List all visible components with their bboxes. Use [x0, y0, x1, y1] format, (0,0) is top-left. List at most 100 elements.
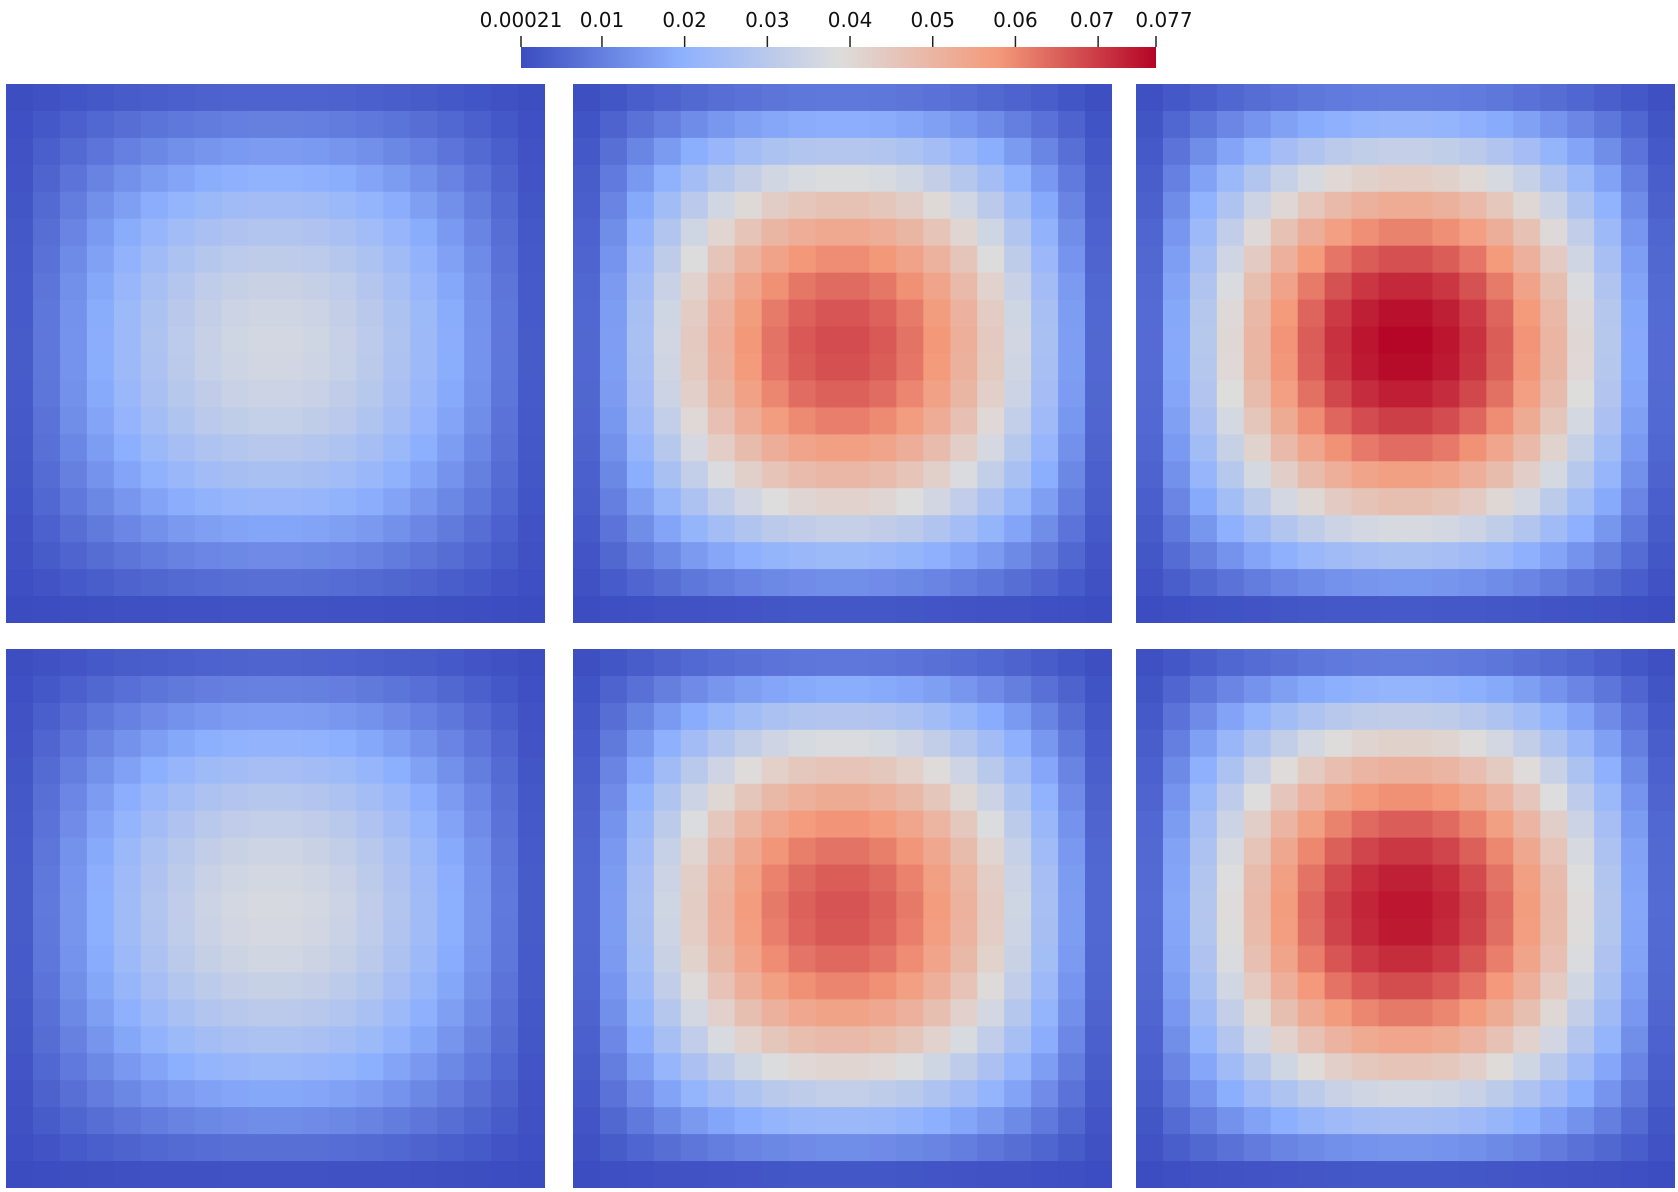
heatmap-cell: [680, 649, 709, 677]
heatmap-cell: [356, 729, 384, 758]
heatmap-cell: [275, 164, 304, 193]
heatmap-cell: [59, 864, 88, 893]
heatmap-cell: [410, 299, 438, 328]
heatmap-cell: [6, 245, 34, 274]
heatmap-cell: [1567, 245, 1595, 274]
heatmap-cell: [194, 1026, 223, 1054]
heatmap-cell: [167, 326, 196, 355]
heatmap-cell: [869, 972, 897, 1000]
heatmap-cell: [626, 675, 655, 704]
heatmap-cell: [1540, 1026, 1568, 1054]
heatmap-cell: [707, 891, 736, 920]
heatmap-cell: [32, 326, 61, 355]
heatmap-cell: [653, 972, 682, 1000]
heatmap-cell: [761, 675, 790, 704]
heatmap-cell: [329, 596, 357, 623]
heatmap-cell: [59, 380, 88, 408]
heatmap-cell: [1621, 542, 1649, 570]
heatmap-cell: [437, 353, 465, 382]
heatmap-cell: [410, 434, 438, 462]
heatmap-cell: [1378, 1053, 1407, 1081]
heatmap-cell: [167, 84, 196, 112]
heatmap-cell: [1243, 1026, 1272, 1054]
heatmap-cell: [950, 569, 978, 597]
heatmap-cell: [815, 218, 844, 247]
heatmap-cell: [599, 542, 628, 570]
heatmap-cell: [1459, 407, 1487, 435]
heatmap-cell: [1216, 729, 1245, 758]
heatmap-cell: [1216, 596, 1245, 623]
heatmap-cell: [1085, 137, 1112, 166]
heatmap-cell: [599, 972, 628, 1000]
heatmap-cell: [761, 999, 790, 1027]
heatmap-cell: [1085, 918, 1112, 947]
heatmap-cell: [1621, 488, 1649, 516]
heatmap-cell: [1405, 326, 1434, 355]
heatmap-cell: [1136, 164, 1164, 193]
heatmap-cell: [383, 515, 411, 543]
heatmap-cell: [491, 110, 519, 139]
heatmap-cell: [1216, 245, 1245, 274]
heatmap-cell: [977, 84, 1005, 112]
heatmap-cell: [923, 1134, 951, 1162]
heatmap-cell: [896, 1026, 924, 1054]
heatmap-cell: [113, 702, 142, 731]
heatmap-cell: [1324, 702, 1353, 731]
heatmap-cell: [1432, 702, 1460, 731]
heatmap-cell: [1513, 596, 1541, 623]
heatmap-cell: [383, 245, 411, 274]
heatmap-cell: [1243, 1134, 1272, 1162]
heatmap-cell: [734, 729, 763, 758]
heatmap-cell: [6, 110, 34, 139]
heatmap-cell: [950, 84, 978, 112]
heatmap-cell: [1270, 649, 1299, 677]
heatmap-cell: [626, 1161, 655, 1188]
heatmap-cell: [761, 810, 790, 839]
heatmap-cell: [167, 596, 196, 623]
heatmap-cell: [734, 1107, 763, 1135]
heatmap-cell: [896, 972, 924, 1000]
heatmap-cell: [140, 245, 169, 274]
heatmap-cell: [1648, 1080, 1675, 1108]
heatmap-cell: [573, 1053, 601, 1081]
heatmap-cell: [1136, 675, 1164, 704]
heatmap-cell: [1216, 918, 1245, 947]
heatmap-cell: [302, 810, 330, 839]
heatmap-cell: [626, 542, 655, 570]
heatmap-cell: [248, 596, 277, 623]
heatmap-cell: [1459, 164, 1487, 193]
heatmap-cell: [1085, 999, 1112, 1027]
heatmap-cell: [356, 945, 384, 973]
heatmap-cell: [1351, 783, 1380, 812]
heatmap-cell: [356, 756, 384, 785]
heatmap-cell: [761, 1026, 790, 1054]
heatmap-cell: [680, 542, 709, 570]
heatmap-cell: [1594, 137, 1622, 166]
heatmap-cell: [6, 164, 34, 193]
heatmap-cell: [437, 1161, 465, 1188]
heatmap-cell: [1216, 702, 1245, 731]
heatmap-cell: [248, 137, 277, 166]
heatmap-cell: [383, 702, 411, 731]
heatmap-cell: [815, 434, 844, 462]
heatmap-cell: [86, 137, 115, 166]
heatmap-cell: [734, 1161, 763, 1188]
heatmap-cell: [626, 569, 655, 597]
heatmap-cell: [923, 783, 951, 812]
heatmap-cell: [842, 110, 871, 139]
heatmap-cell: [923, 675, 951, 704]
heatmap-cell: [59, 999, 88, 1027]
heatmap-cell: [1378, 702, 1407, 731]
heatmap-cell: [1004, 218, 1032, 247]
heatmap-cell: [167, 864, 196, 893]
heatmap-cell: [1058, 137, 1086, 166]
heatmap-cell: [573, 164, 601, 193]
heatmap-cell: [437, 1134, 465, 1162]
heatmap-cell: [140, 756, 169, 785]
heatmap-cell: [329, 245, 357, 274]
heatmap-cell: [275, 891, 304, 920]
heatmap-cell: [6, 1161, 34, 1188]
heatmap-cell: [896, 891, 924, 920]
heatmap-cell: [167, 675, 196, 704]
heatmap-cell: [383, 756, 411, 785]
